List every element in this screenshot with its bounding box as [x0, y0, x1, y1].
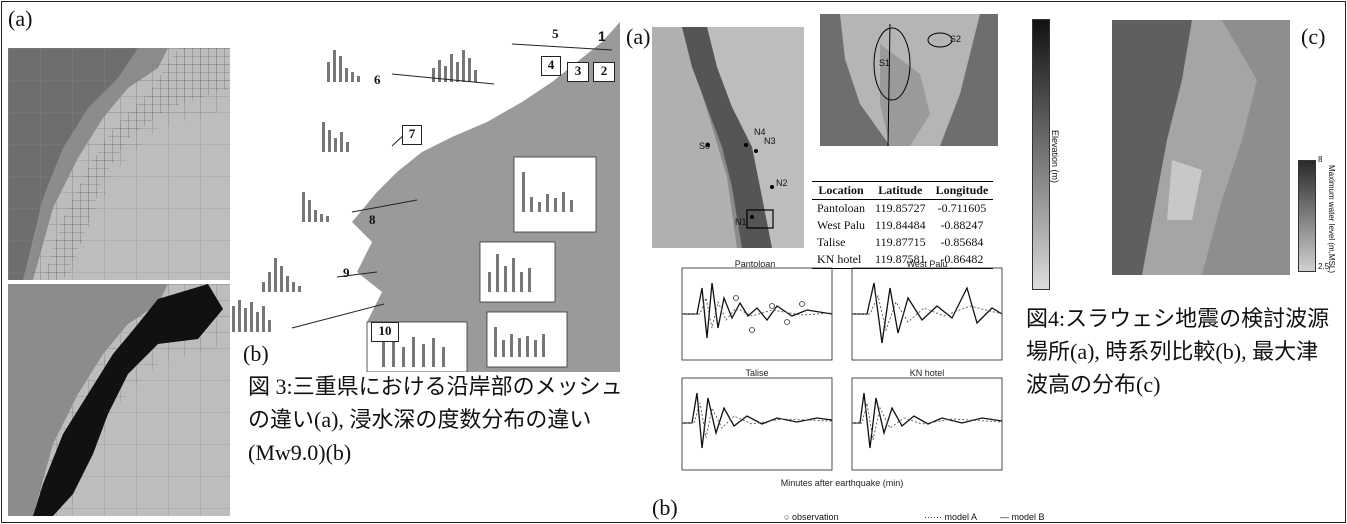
table-cell: West Palu — [817, 218, 866, 232]
site-number-2: 2 — [593, 62, 615, 82]
legend-observation: ○ observation — [784, 512, 839, 522]
fig4-source-map — [820, 14, 998, 146]
fig4-label-c: (c) — [1301, 24, 1326, 49]
location-table: Location Latitude Longitude Pantoloan 119… — [812, 181, 994, 269]
fig3-coast-map — [232, 22, 620, 372]
legend-model-a: ······ model A — [924, 512, 978, 522]
max-wave-colorbar-label: Maximum water level (m,MSL) — [1327, 165, 1336, 274]
table-cell: -0.86482 — [940, 252, 984, 266]
table-cell: 119.85727 — [875, 201, 926, 215]
table-row: Pantoloan 119.85727 -0.711605 — [812, 200, 993, 218]
legend-model-b-label: model B — [1011, 512, 1045, 522]
station-label-s0: S0 — [699, 141, 711, 151]
fig4-label-a: (a) — [626, 24, 651, 49]
table-cell: 119.87581 — [875, 252, 926, 266]
table-cell: -0.711605 — [937, 201, 987, 215]
source-label-s1: S1 — [879, 58, 891, 68]
fig4-label-b: (b) — [652, 495, 678, 520]
table-header-longitude: Longitude — [935, 183, 989, 197]
panel-title-pantoloan: Pantoloan — [735, 259, 776, 269]
fig3-mesh-image-bottom — [8, 284, 230, 516]
table-header-location: Location — [818, 183, 864, 197]
station-label-n1: N1 — [735, 217, 747, 227]
site-number-6: 6 — [374, 72, 381, 87]
site-number-3: 3 — [567, 62, 589, 82]
legend-model-a-label: model A — [944, 512, 978, 522]
max-wave-colorbar — [1298, 160, 1316, 272]
table-cell: -0.85684 — [940, 235, 984, 249]
site-number-7: 7 — [402, 125, 422, 145]
site-number-1: 1 — [598, 28, 606, 44]
fig4-max-wave-map — [1112, 20, 1290, 275]
table-row: KN hotel 119.87581 -0.86482 — [812, 251, 994, 269]
table-cell: KN hotel — [817, 252, 862, 266]
fig3-mesh-image-top — [8, 48, 230, 280]
site-number-10: 10 — [371, 322, 399, 342]
panel-title-kn-hotel: KN hotel — [910, 368, 945, 378]
fig4-caption: 図4:スラウェシ地震の検討波源場所(a), 時系列比較(b), 最大津波高の分布… — [1026, 306, 1330, 397]
panel-title-talise: Talise — [745, 368, 768, 378]
table-cell: -0.88247 — [940, 218, 984, 232]
site-number-5: 5 — [552, 26, 559, 41]
legend-model-b: — model B — [1000, 512, 1045, 522]
table-row: Talise 119.87715 -0.85684 — [812, 234, 993, 251]
panel-title-west-palu: West Palu — [907, 259, 948, 269]
fig3-label-a: (a) — [8, 6, 33, 31]
site-number-9: 9 — [343, 265, 350, 280]
source-label-s2: S2 — [950, 34, 962, 44]
timeseries-xlabel: Minutes after earthquake (min) — [781, 478, 904, 488]
station-label-n3: N3 — [764, 136, 776, 146]
table-cell: 119.87715 — [875, 235, 926, 249]
fig3-caption: 図 3:三重県における沿岸部のメッシュの違い(a), 浸水深の度数分布の違い(M… — [248, 374, 623, 465]
table-cell: Talise — [817, 235, 846, 249]
elevation-colorbar — [1032, 19, 1050, 290]
fig4-timeseries: Pantoloan West Palu Talise KN hotel Minu… — [652, 258, 1012, 498]
elevation-colorbar-label: Elevation (m) — [1050, 130, 1060, 184]
table-cell: Pantoloan — [817, 201, 865, 215]
fig4-bay-map — [652, 27, 804, 248]
site-number-8: 8 — [369, 212, 376, 227]
table-header-latitude: Latitude — [878, 183, 923, 197]
max-wave-colorbar-max: 8 — [1318, 155, 1323, 164]
site-number-4: 4 — [541, 56, 561, 76]
max-wave-colorbar-min: 2.5 — [1318, 262, 1330, 271]
station-label-n4: N4 — [754, 127, 766, 137]
table-row: West Palu 119.84484 -0.88247 — [812, 217, 993, 234]
station-label-n2: N2 — [776, 178, 788, 188]
legend-observation-label: observation — [791, 512, 839, 522]
table-cell: 119.84484 — [875, 218, 926, 232]
fig3-label-b: (b) — [243, 341, 269, 366]
